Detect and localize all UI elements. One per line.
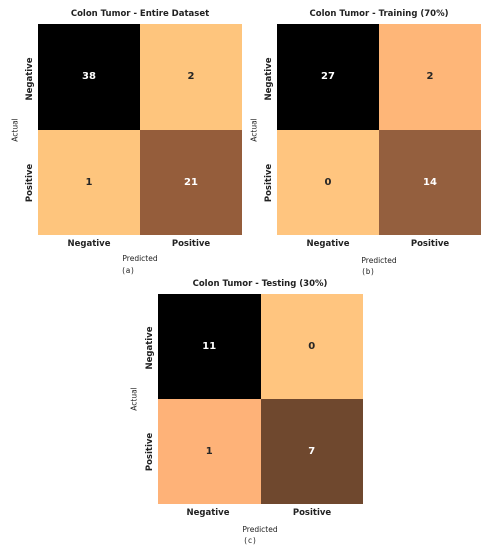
y-tick-label: Positive <box>264 163 274 203</box>
cell-value-label: 2 <box>187 71 195 83</box>
cell-value-label: 7 <box>308 446 316 457</box>
heatmap-cell: 14 <box>379 129 481 235</box>
heatmap-cell: 27 <box>277 24 379 130</box>
cell-value-label: 2 <box>426 71 434 83</box>
x-axis-label: Predicted <box>122 254 158 263</box>
cell-value-label: 0 <box>324 176 332 188</box>
cell-value-label: 27 <box>321 71 335 83</box>
heatmap-grid: 11 0 1 7 <box>158 294 363 504</box>
heatmap-cell: 7 <box>260 399 363 504</box>
x-tick-label: Negative <box>306 239 350 249</box>
heatmap-cell: 2 <box>140 24 242 130</box>
heatmap-cell: 21 <box>140 129 242 235</box>
y-axis-label: Actual <box>10 118 20 142</box>
heatmap-cell: 11 <box>158 294 261 399</box>
heatmap-cell: 0 <box>277 129 379 235</box>
chart-title: Colon Tumor - Training (70%) <box>309 9 449 19</box>
x-axis-label: Predicted <box>361 256 397 265</box>
heatmap-cell: 1 <box>38 129 140 235</box>
heatmap-cell: 2 <box>379 24 481 130</box>
y-tick-label: Positive <box>145 432 155 472</box>
cell-value-label: 11 <box>202 341 217 352</box>
subfigure-caption: (b) <box>361 267 375 276</box>
cell-value-label: 21 <box>184 176 198 188</box>
heatmap-cell: 0 <box>260 294 363 399</box>
subfigure-caption: (c) <box>243 536 257 545</box>
x-tick-label: Positive <box>171 239 211 249</box>
cell-value-label: 38 <box>82 71 96 83</box>
y-tick-label: Negative <box>264 57 274 101</box>
y-tick-label: Negative <box>145 326 155 370</box>
x-axis-label: Predicted <box>242 525 278 534</box>
chart-title: Colon Tumor - Testing (30%) <box>192 279 328 289</box>
cell-value-label: 1 <box>205 446 213 457</box>
x-tick-label: Positive <box>410 239 450 249</box>
chart-title: Colon Tumor - Entire Dataset <box>70 9 210 19</box>
heatmap-cell: 1 <box>158 399 261 504</box>
y-tick-label: Negative <box>25 57 35 101</box>
y-axis-label: Actual <box>249 118 259 142</box>
y-axis-label: Actual <box>129 387 139 411</box>
heatmap-grid: 38 2 1 21 <box>38 24 242 235</box>
cell-value-label: 1 <box>85 176 93 188</box>
x-tick-label: Negative <box>67 239 111 249</box>
x-tick-label: Positive <box>292 508 332 518</box>
cell-value-label: 14 <box>423 176 437 188</box>
y-tick-label: Positive <box>25 163 35 203</box>
heatmap-grid: 27 2 0 14 <box>277 24 481 235</box>
heatmap-cell: 38 <box>38 24 140 130</box>
cell-value-label: 0 <box>308 341 316 352</box>
subfigure-caption: (a) <box>121 266 135 275</box>
x-tick-label: Negative <box>186 508 230 518</box>
